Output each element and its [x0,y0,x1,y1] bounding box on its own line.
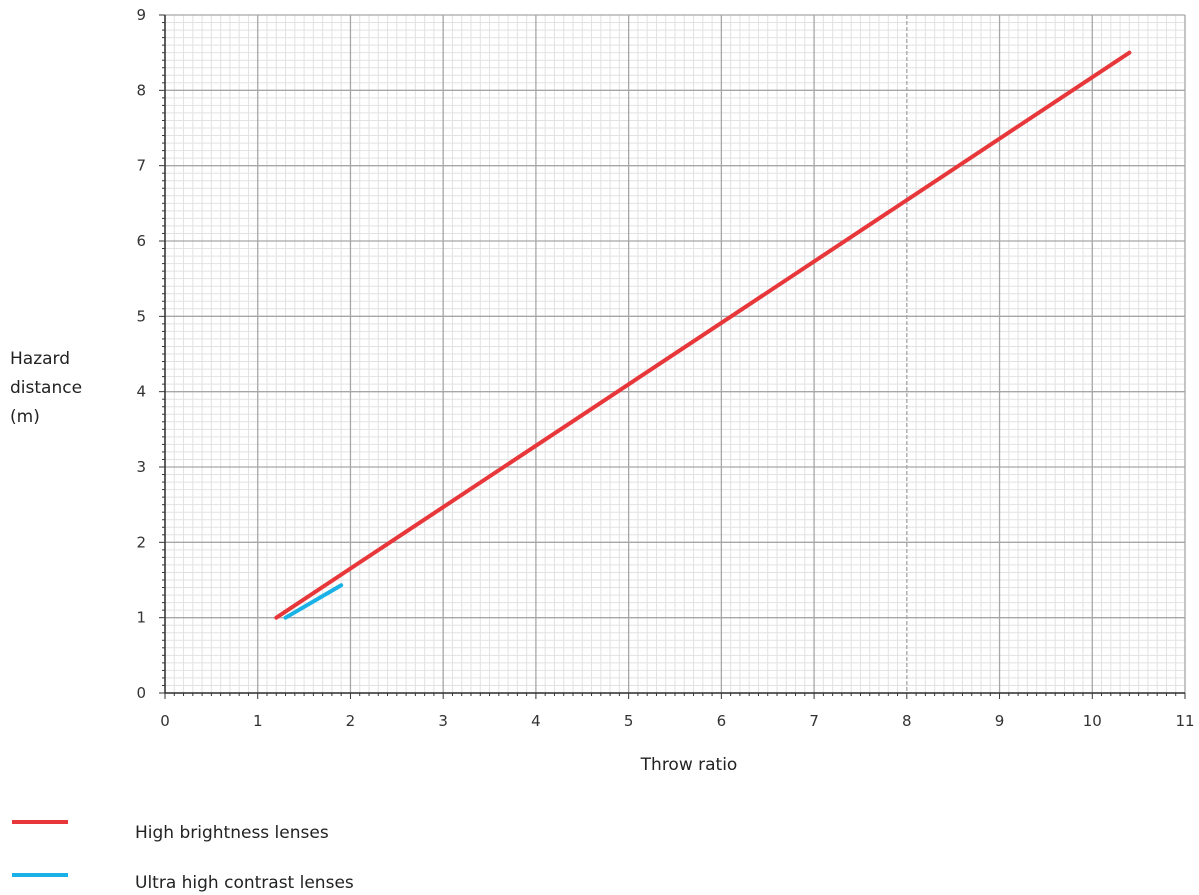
y-tick-label: 5 [136,307,146,325]
y-tick-labels: 0 1 2 3 4 5 6 7 8 9 [136,6,146,702]
x-axis-label: Throw ratio [640,755,738,775]
legend-label-ultra-high-contrast: Ultra high contrast lenses [135,873,354,893]
x-tick-label: 9 [995,712,1005,730]
x-tick-label: 10 [1083,712,1102,730]
y-tick-label: 8 [136,81,146,99]
y-tick-label: 1 [136,609,146,627]
major-grid [164,14,1186,694]
y-axis-label-line-1: Hazard [10,349,70,369]
x-tick-label: 4 [531,712,541,730]
series-line-0 [274,50,1132,620]
y-tick-label: 9 [136,6,146,24]
y-axis-label-line-2: distance [10,378,82,398]
x-tick-label: 1 [253,712,263,730]
legend-swatch-ultra-high-contrast [12,873,68,877]
y-tick-label: 2 [136,533,146,551]
minor-grid [165,15,1185,693]
x-tick-label: 7 [809,712,819,730]
y-tick-label: 6 [136,232,146,250]
x-tick-label: 2 [346,712,356,730]
axes [159,14,1186,699]
y-tick-label: 7 [136,157,146,175]
y-axis-label-line-3: (m) [10,407,40,427]
series-line-1 [283,583,344,620]
x-tick-label: 5 [624,712,634,730]
x-tick-label: 8 [902,712,912,730]
series-lines [274,50,1132,620]
x-tick-label: 3 [438,712,448,730]
x-tick-label: 11 [1175,712,1194,730]
legend-swatch-high-brightness [12,820,68,824]
y-tick-label: 0 [136,684,146,702]
x-tick-labels: 0 1 2 3 4 5 6 7 8 9 10 11 [160,712,1194,730]
y-tick-label: 4 [136,383,146,401]
y-tick-label: 3 [136,458,146,476]
x-tick-label: 6 [717,712,727,730]
legend-label-high-brightness: High brightness lenses [135,823,329,843]
x-tick-label: 0 [160,712,170,730]
